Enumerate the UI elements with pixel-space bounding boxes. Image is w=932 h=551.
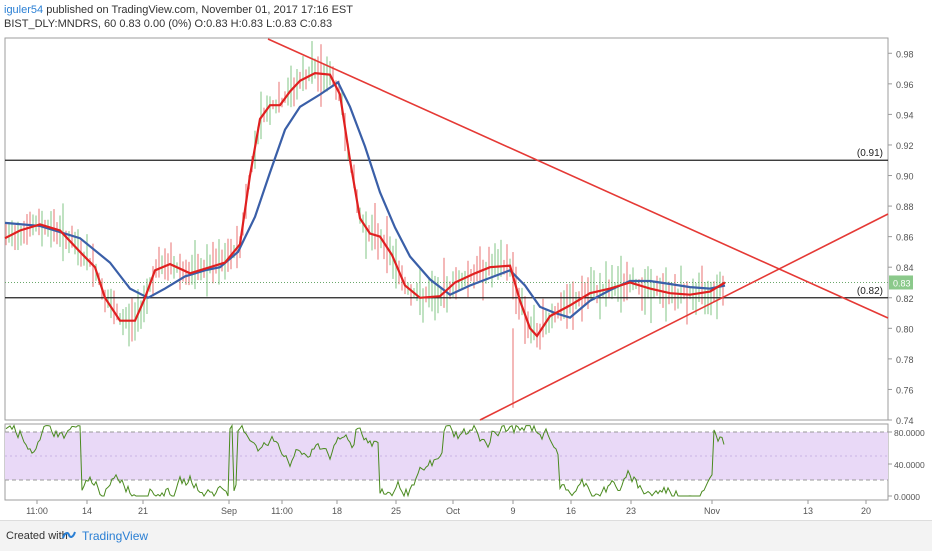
price-tick-label: 0.78 bbox=[896, 355, 914, 365]
rsi-tick-label: 0.0000 bbox=[894, 492, 920, 502]
price-tick-label: 0.88 bbox=[896, 202, 914, 212]
x-tick-label: 13 bbox=[803, 506, 813, 516]
descending-trendline bbox=[267, 38, 889, 319]
x-tick-label: 16 bbox=[566, 506, 576, 516]
last-price-tag bbox=[889, 275, 913, 290]
rsi-tick-label: 80.0000 bbox=[894, 428, 925, 438]
ascending-trendline bbox=[479, 213, 889, 421]
x-tick-label: 21 bbox=[138, 506, 148, 516]
rsi-line bbox=[5, 423, 725, 498]
x-tick-label: 11:00 bbox=[271, 506, 293, 516]
x-tick-label: Oct bbox=[446, 506, 461, 516]
tradingview-logo-icon bbox=[62, 531, 76, 539]
publish-info: published on TradingView.com, November 0… bbox=[43, 4, 353, 16]
rsi-tick-label: 40.0000 bbox=[894, 460, 925, 470]
x-tick-label: 18 bbox=[332, 506, 342, 516]
price-tick-label: 0.94 bbox=[896, 110, 914, 120]
price-tick-label: 0.82 bbox=[896, 294, 914, 304]
price-tick-label: 0.98 bbox=[896, 49, 914, 59]
x-tick-label: Sep bbox=[221, 506, 237, 516]
price-tick-label: 0.90 bbox=[896, 172, 914, 182]
chart-header: iguler54 published on TradingView.com, N… bbox=[4, 3, 353, 31]
price-pane bbox=[4, 37, 889, 421]
x-tick-label: 11:00 bbox=[26, 506, 48, 516]
x-tick-label: Nov bbox=[704, 506, 721, 516]
x-tick-label: 23 bbox=[626, 506, 636, 516]
price-tick-label: 0.80 bbox=[896, 324, 914, 334]
price-tick-label: 0.96 bbox=[896, 80, 914, 90]
author-link[interactable]: iguler54 bbox=[4, 4, 44, 16]
symbol-info: BIST_DLY:MNDRS, 60 0.83 0.00 (0%) O:0.83… bbox=[4, 18, 333, 30]
tradingview-brand-link[interactable]: TradingView bbox=[82, 529, 149, 543]
last-price-label: 0.83 bbox=[893, 278, 911, 288]
fast-moving-average-line bbox=[4, 71, 726, 338]
footer-bar: Created with TradingView bbox=[0, 520, 932, 551]
price-tick-label: 0.74 bbox=[896, 416, 914, 426]
price-tick-label: 0.86 bbox=[896, 233, 914, 243]
horizontal-level-label: (0.91) bbox=[857, 148, 883, 159]
horizontal-level-label: (0.82) bbox=[857, 286, 883, 297]
x-tick-label: 14 bbox=[82, 506, 92, 516]
x-tick-label: 9 bbox=[510, 506, 515, 516]
created-with-label: Created with bbox=[6, 530, 68, 542]
slow-moving-average-line bbox=[4, 80, 726, 319]
price-tick-label: 0.92 bbox=[896, 141, 914, 151]
x-tick-label: 20 bbox=[861, 506, 871, 516]
price-tick-label: 0.84 bbox=[896, 263, 914, 273]
chart-area[interactable]: 0.98 0.96 0.94 0.92 0.90 0.88 0.86 0.84 0.82 0.80… bbox=[0, 0, 932, 520]
x-tick-label: 25 bbox=[391, 506, 401, 516]
price-tick-label: 0.76 bbox=[896, 385, 914, 395]
